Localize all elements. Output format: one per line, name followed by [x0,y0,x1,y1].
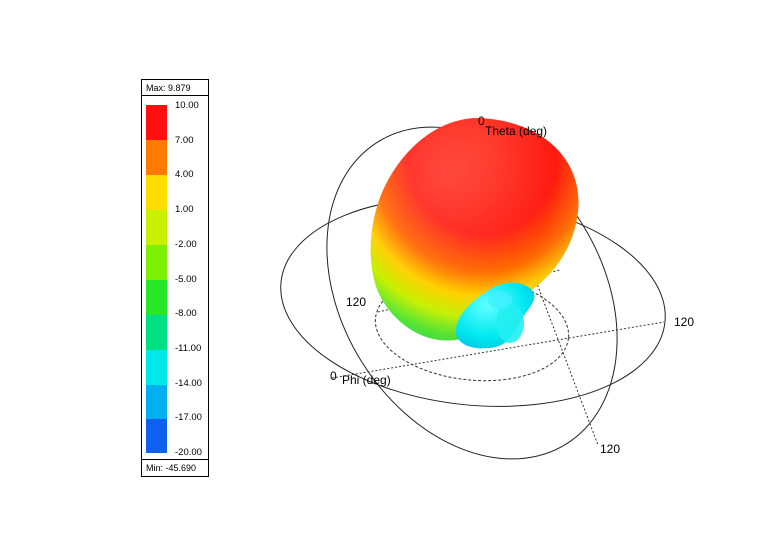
legend-color-bar: 10.00 7.00 4.00 1.00 -2.00 -5.00 -8.00 -… [146,101,202,458]
phi-zero-label: 0 [330,369,337,383]
legend-tick: 10.00 [175,100,199,111]
legend-tick: -17.00 [175,412,202,423]
legend-swatch [146,350,167,385]
legend-tick: -11.00 [175,343,202,354]
legend-swatch [146,385,167,419]
legend-min-label: Min: -45.690 [142,459,208,476]
legend-swatch [146,419,167,453]
legend-swatch [146,175,167,210]
legend-tick: -14.00 [175,378,202,389]
legend-tick: -8.00 [175,308,197,319]
legend-swatch [146,140,167,175]
phi-axis-label: Phi (deg) [342,373,391,387]
back-lobe [455,282,535,349]
theta-axis-label: Theta (deg) [485,124,547,138]
side-lobe-highlight [488,291,512,309]
legend-tick: 1.00 [175,204,194,215]
legend-swatch [146,210,167,245]
main-lobe-shading [370,118,579,341]
legend-tick: 7.00 [175,135,194,146]
legend-tick: 4.00 [175,169,194,180]
legend-swatch [146,280,167,315]
phi-plane-inner-circle [374,274,570,382]
legend-max-label: Max: 9.879 [142,80,208,96]
legend-swatch [146,105,167,140]
color-scale-legend: Max: 9.879 10.00 7.00 4.00 1.00 -2.00 -5… [141,79,209,477]
theta-zero-label: 0 [478,114,485,128]
tick-120-left: 120 [346,295,366,309]
legend-tick: -5.00 [175,274,197,285]
theta-plane-circle [326,126,618,460]
tick-120-right: 120 [674,315,694,329]
side-lobe [496,303,524,343]
tick-120-bottom: 120 [600,442,620,456]
legend-swatch [146,245,167,280]
legend-swatch [146,315,167,350]
legend-tick: -20.00 [175,447,202,458]
legend-tick: -2.00 [175,239,197,250]
phi-axis-line [331,321,665,379]
